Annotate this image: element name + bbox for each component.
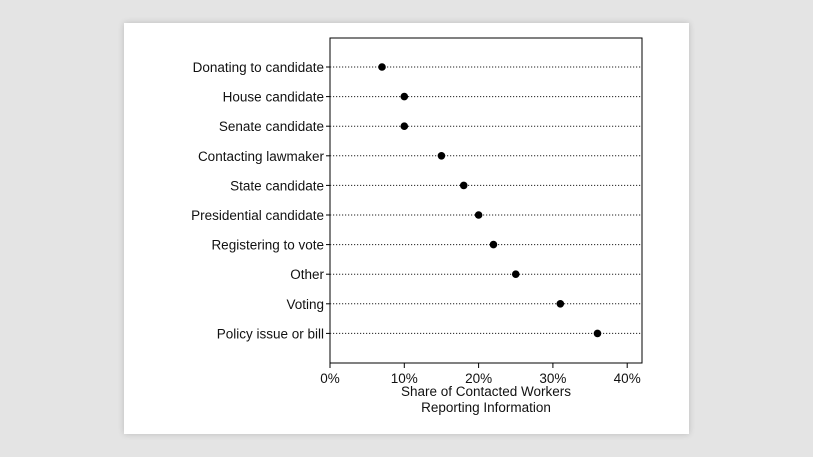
x-axis-title-line-2: Reporting Information (421, 400, 551, 415)
data-point (378, 63, 386, 71)
category-label: Other (290, 267, 324, 282)
category-label: Presidential candidate (191, 208, 324, 223)
category-label: Contacting lawmaker (198, 149, 325, 164)
data-point (556, 300, 565, 308)
data-point (593, 329, 602, 338)
data-point (437, 152, 446, 160)
category-label: Registering to vote (211, 238, 324, 253)
category-labels: Donating to candidate House candidate Sena… (191, 60, 324, 341)
category-label: Senate candidate (219, 119, 324, 134)
category-label: Donating to candidate (193, 60, 324, 75)
x-tick-label: 0% (320, 371, 340, 386)
x-tick-label: 40% (614, 371, 641, 386)
x-axis-ticks: 0% 10% 20% 30% 40% (320, 363, 641, 386)
data-point (474, 211, 483, 219)
chart-card (124, 23, 689, 434)
x-tick-label: 30% (539, 371, 566, 386)
data-point (400, 92, 409, 101)
category-label: Voting (286, 297, 324, 312)
x-tick-label: 10% (391, 371, 418, 386)
guide-lines (326, 66, 642, 334)
data-point (489, 240, 498, 249)
data-point (400, 122, 409, 130)
data-point (459, 181, 468, 190)
plot-frame (329, 37, 643, 364)
data-points (378, 63, 602, 338)
x-tick-label: 20% (465, 371, 492, 386)
category-label: House candidate (223, 90, 324, 105)
data-point (511, 270, 520, 279)
category-label: Policy issue or bill (217, 326, 324, 341)
category-label: State candidate (230, 178, 324, 193)
x-axis-title-line-1: Share of Contacted Workers (401, 384, 571, 399)
